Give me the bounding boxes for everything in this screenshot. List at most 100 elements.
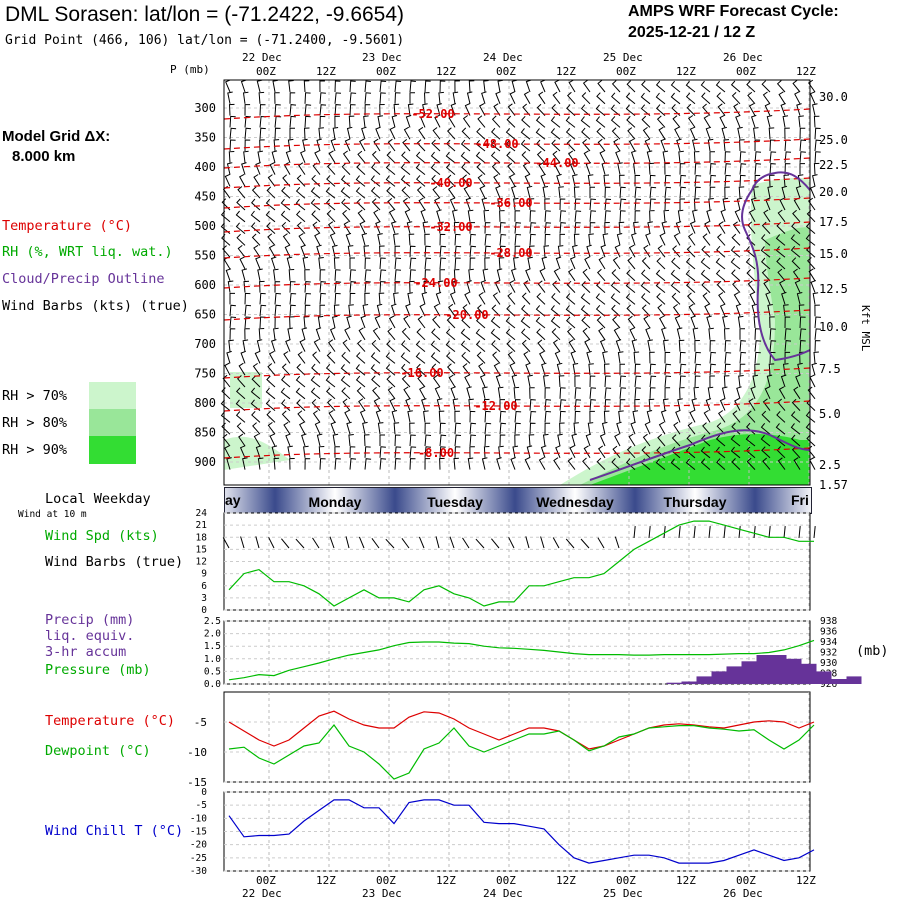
precip-tick-label: 0.0 bbox=[204, 679, 221, 690]
wind-barb bbox=[498, 445, 504, 458]
wind-barb bbox=[724, 174, 731, 187]
wind-barb bbox=[640, 281, 651, 293]
surface-wind-barb bbox=[633, 526, 636, 539]
wind-barb bbox=[464, 374, 471, 388]
wind-barb bbox=[272, 79, 278, 93]
wind-barb bbox=[394, 434, 401, 447]
wind-barb bbox=[529, 245, 535, 258]
wind-barb bbox=[660, 138, 666, 152]
wind-barb bbox=[334, 115, 340, 128]
wind-barb bbox=[596, 268, 606, 282]
wind-barb bbox=[616, 233, 623, 246]
wind-barb bbox=[480, 280, 486, 293]
wind-barb bbox=[565, 293, 576, 305]
wind-barb bbox=[334, 458, 341, 470]
wind-barb bbox=[422, 103, 428, 116]
wind-barb bbox=[334, 104, 341, 116]
wind-barb bbox=[784, 127, 790, 140]
wind-barb bbox=[379, 281, 386, 293]
wind-barb bbox=[734, 398, 741, 411]
wind-barb bbox=[799, 163, 805, 175]
wind-barb bbox=[686, 292, 696, 305]
wind-barb bbox=[645, 232, 651, 246]
wind-barb bbox=[745, 434, 756, 447]
wind-barb bbox=[482, 268, 489, 281]
wind-barb bbox=[446, 127, 456, 140]
wind-barb bbox=[768, 127, 775, 140]
wind-barb bbox=[754, 328, 761, 340]
pressure-unit: (mb) bbox=[856, 643, 889, 659]
precip-tick-label: 1.5 bbox=[204, 641, 221, 652]
wind-barb bbox=[762, 457, 771, 470]
wind-barb bbox=[739, 328, 745, 340]
wind-barb bbox=[304, 304, 311, 317]
wind-speed-tick-label: 3 bbox=[201, 593, 207, 604]
wind-barb bbox=[769, 163, 776, 175]
wind-barb bbox=[627, 256, 636, 270]
wind-barb bbox=[604, 399, 611, 411]
wind-barb bbox=[523, 91, 531, 105]
wind-barb bbox=[251, 410, 261, 423]
precip-bar bbox=[711, 671, 727, 684]
wind-barb bbox=[700, 80, 711, 93]
forecast-cycle-date: 2025-12-21 / 12 Z bbox=[628, 24, 756, 41]
wind-barb bbox=[797, 174, 804, 187]
temperature-contour-label: -48.00 bbox=[475, 137, 518, 151]
wind-barb bbox=[664, 198, 671, 211]
wind-barb bbox=[349, 257, 355, 269]
wind-barb bbox=[460, 340, 471, 352]
wind-barb bbox=[364, 269, 372, 281]
wind-barb bbox=[521, 115, 531, 128]
wind-barb bbox=[807, 386, 816, 400]
wind-barb bbox=[730, 434, 741, 447]
wind-barb bbox=[675, 221, 682, 234]
wind-barb bbox=[596, 92, 606, 105]
wind-barb bbox=[416, 328, 426, 341]
time-tick-label: 12Z bbox=[796, 65, 816, 78]
wind-barb bbox=[379, 80, 387, 93]
height-tick-label: 20.0 bbox=[819, 185, 848, 199]
surface-wind-barb bbox=[614, 536, 620, 549]
wind-barb bbox=[270, 339, 277, 352]
wind-barb bbox=[244, 304, 252, 317]
weekday-bar: ay Monday Tuesday Wednesday Thursday Fri bbox=[224, 487, 812, 514]
wind-barb bbox=[595, 116, 606, 128]
wind-barb bbox=[507, 162, 516, 175]
precip-bar bbox=[771, 655, 787, 684]
wind-barb bbox=[360, 315, 366, 329]
wind-barb bbox=[421, 292, 428, 305]
wind-barb bbox=[719, 398, 726, 411]
wind-barb bbox=[281, 410, 291, 423]
wind-barb bbox=[618, 410, 624, 423]
wind-barb bbox=[280, 387, 291, 400]
wind-barb bbox=[796, 103, 802, 116]
wind-barb bbox=[267, 174, 276, 187]
pressure-tick-label: 700 bbox=[194, 337, 216, 351]
wind-barb bbox=[310, 387, 321, 400]
wind-barb bbox=[559, 233, 565, 246]
date-label: 22 Dec bbox=[242, 887, 282, 900]
wind-barb bbox=[795, 185, 802, 199]
pressure-tick-label: 450 bbox=[194, 190, 216, 204]
wind-barb bbox=[634, 387, 641, 399]
wind-barb bbox=[229, 328, 236, 340]
wind-barb bbox=[319, 115, 326, 128]
wind-speed-legend: Wind Spd (kts) bbox=[45, 528, 159, 544]
wind-barb bbox=[685, 80, 696, 93]
wind-barb bbox=[409, 269, 416, 281]
wind-barb bbox=[584, 339, 591, 352]
wind-barb bbox=[344, 138, 351, 152]
wind-barb bbox=[611, 304, 621, 317]
wind-barb bbox=[436, 209, 442, 222]
wind-barb bbox=[364, 281, 371, 293]
wind-barb bbox=[588, 363, 594, 376]
wind-barb bbox=[356, 339, 366, 352]
wind-barb bbox=[598, 445, 606, 459]
wind-barb bbox=[379, 257, 386, 270]
surface-wind-barb bbox=[295, 538, 305, 549]
wind-barb bbox=[462, 115, 471, 128]
temperature-contours bbox=[223, 108, 811, 459]
wind-barb bbox=[464, 291, 471, 305]
wind-barb bbox=[475, 328, 486, 341]
wind-barb bbox=[687, 422, 696, 435]
